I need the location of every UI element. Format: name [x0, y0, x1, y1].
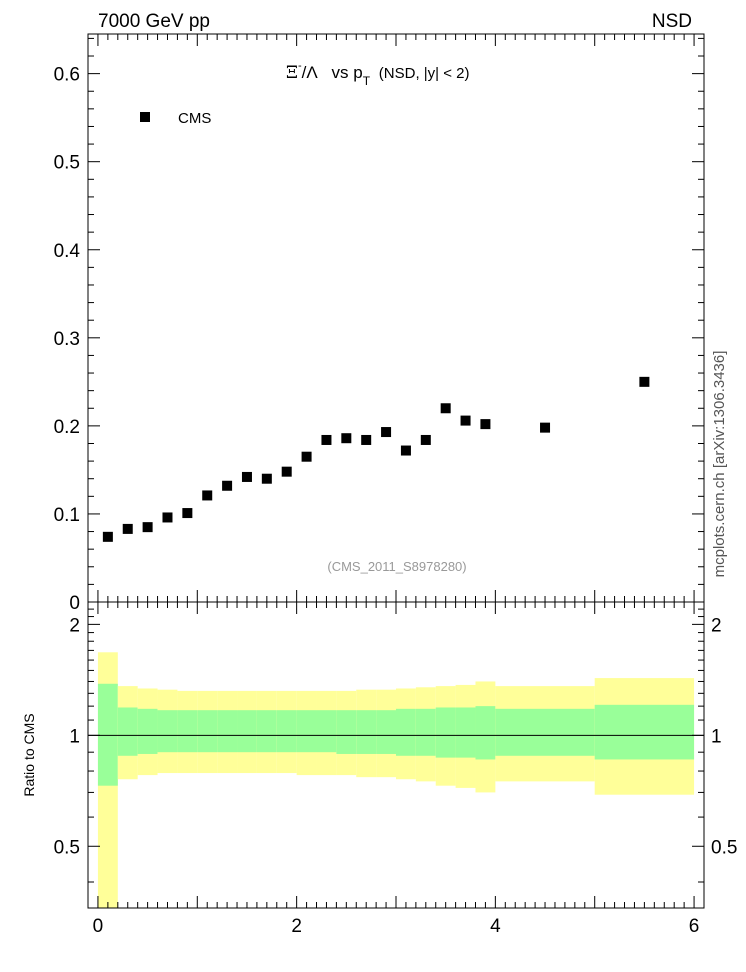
top-ytick-labels: 0 0.1 0.2 0.3 0.4 0.5 0.6: [54, 65, 81, 614]
data-point: [639, 376, 650, 387]
data-point: [321, 434, 332, 445]
bottom-ytick-label-left: 0.5: [54, 837, 80, 858]
data-point: [222, 480, 233, 491]
inner-band: [376, 710, 396, 754]
data-point: [182, 508, 193, 519]
title-tail: (NSD, |y| < 2): [379, 65, 470, 82]
data-point: [301, 451, 312, 462]
inner-band: [217, 710, 238, 753]
inner-band: [495, 708, 595, 756]
bottom-ytick-label-right: 0.5: [711, 837, 737, 858]
inner-band: [415, 708, 436, 756]
data-point: [400, 445, 411, 456]
inner-band: [316, 710, 337, 753]
title-xi: Ξ: [286, 63, 298, 83]
data-point: [460, 415, 471, 426]
data-point: [361, 434, 372, 445]
bottom-ytick-label-left: 2: [69, 615, 80, 636]
top-panel-ticks: [88, 34, 704, 603]
analysis-tag: (CMS_2011_S8978280): [327, 559, 466, 574]
data-point: [381, 427, 392, 438]
bottom-xtick-label: 0: [93, 916, 104, 937]
bottom-xtick-label: 6: [689, 916, 700, 937]
inner-band: [594, 704, 695, 760]
top-ytick-label: 0.4: [54, 241, 81, 262]
top-ytick-label: 0.3: [54, 329, 80, 350]
inner-band: [276, 710, 297, 753]
inner-band: [157, 710, 178, 753]
top-ytick-label: 0: [69, 593, 80, 614]
top-ytick-label: 0.1: [54, 505, 80, 526]
data-point: [281, 466, 292, 477]
data-point: [102, 531, 113, 542]
inner-band: [137, 708, 158, 754]
data-point: [122, 523, 133, 534]
top-ytick-label: 0.2: [54, 417, 80, 438]
inner-band: [296, 710, 317, 753]
inner-band: [336, 710, 357, 754]
inner-band: [356, 710, 377, 754]
bottom-tick-labels: 0.5 0.5 1 1 2 2 0 2 4 6: [54, 615, 738, 937]
data-point: [142, 522, 153, 533]
data-point: [241, 471, 252, 482]
side-label: mcplots.cern.ch [arXiv:1306.3436]: [711, 351, 728, 578]
data-point: [162, 512, 173, 523]
legend-label: CMS: [178, 110, 211, 127]
bottom-ytick-label-right: 1: [711, 726, 722, 747]
data-point: [420, 434, 431, 445]
header-left: 7000 GeV pp: [98, 11, 210, 32]
inner-band: [435, 707, 456, 758]
ratio-ylabel: Ratio to CMS: [21, 713, 37, 796]
inner-band: [455, 707, 476, 758]
bottom-xtick-label: 2: [291, 916, 302, 937]
bottom-ytick-label-left: 1: [69, 726, 80, 747]
bottom-panel-ticks: [88, 602, 704, 908]
inner-band: [97, 683, 118, 786]
top-ytick-label: 0.5: [54, 153, 80, 174]
data-markers: [102, 376, 650, 542]
inner-band: [256, 710, 277, 753]
data-point: [341, 433, 352, 444]
data-point: [480, 419, 491, 430]
inner-band: [177, 710, 198, 753]
top-ytick-label: 0.6: [54, 65, 80, 86]
data-point: [261, 473, 272, 484]
inner-band: [197, 710, 218, 753]
bottom-xtick-label: 4: [490, 916, 501, 937]
data-point: [440, 403, 451, 414]
title-vs: vs p: [332, 63, 363, 82]
inner-band: [117, 707, 138, 756]
data-point: [540, 422, 551, 433]
title-sup: -: [298, 60, 302, 72]
bottom-ytick-label-right: 2: [711, 615, 722, 636]
inner-band: [475, 706, 496, 760]
inner-band: [237, 710, 257, 753]
legend-marker-icon: [140, 112, 150, 122]
title-slash: /Λ: [302, 63, 319, 82]
header-right: NSD: [652, 11, 692, 32]
plot-title: Ξ-/Λ vs pT (NSD, |y| < 2): [286, 60, 470, 89]
ratio-bands: [97, 652, 695, 908]
title-sub: T: [363, 74, 371, 88]
inner-band: [396, 708, 416, 756]
data-point: [202, 490, 213, 501]
